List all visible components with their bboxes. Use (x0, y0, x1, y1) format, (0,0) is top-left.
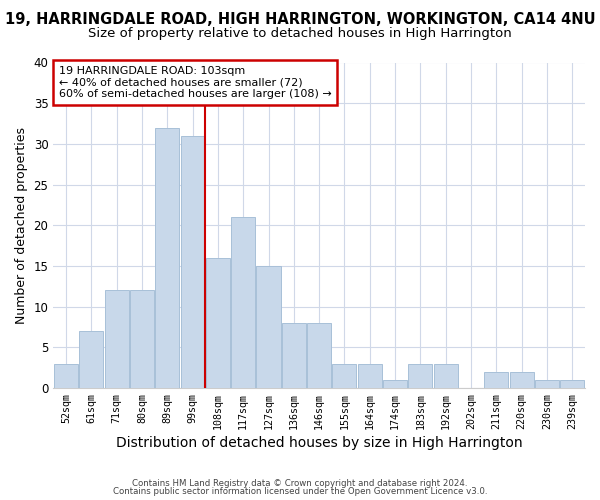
Bar (155, 128, 179, 388)
Text: Size of property relative to detached houses in High Harrington: Size of property relative to detached ho… (88, 28, 512, 40)
X-axis label: Distribution of detached houses by size in High Harrington: Distribution of detached houses by size … (116, 436, 523, 450)
Bar (79, 331, 103, 388)
Bar (434, 364, 458, 388)
Bar (181, 136, 205, 388)
Bar (409, 364, 433, 388)
Bar (560, 380, 584, 388)
Bar (509, 372, 534, 388)
Text: 19 HARRINGDALE ROAD: 103sqm
← 40% of detached houses are smaller (72)
60% of sem: 19 HARRINGDALE ROAD: 103sqm ← 40% of det… (59, 66, 331, 99)
Bar (256, 266, 281, 388)
Bar (307, 323, 331, 388)
Bar (332, 364, 356, 388)
Bar (358, 364, 382, 388)
Bar (206, 258, 230, 388)
Bar (130, 290, 154, 388)
Bar (484, 372, 508, 388)
Bar (54, 364, 78, 388)
Text: Contains public sector information licensed under the Open Government Licence v3: Contains public sector information licen… (113, 487, 487, 496)
Bar (535, 380, 559, 388)
Bar (282, 323, 306, 388)
Text: 19, HARRINGDALE ROAD, HIGH HARRINGTON, WORKINGTON, CA14 4NU: 19, HARRINGDALE ROAD, HIGH HARRINGTON, W… (5, 12, 595, 28)
Bar (231, 217, 255, 388)
Bar (104, 290, 128, 388)
Y-axis label: Number of detached properties: Number of detached properties (15, 127, 28, 324)
Text: Contains HM Land Registry data © Crown copyright and database right 2024.: Contains HM Land Registry data © Crown c… (132, 478, 468, 488)
Bar (383, 380, 407, 388)
